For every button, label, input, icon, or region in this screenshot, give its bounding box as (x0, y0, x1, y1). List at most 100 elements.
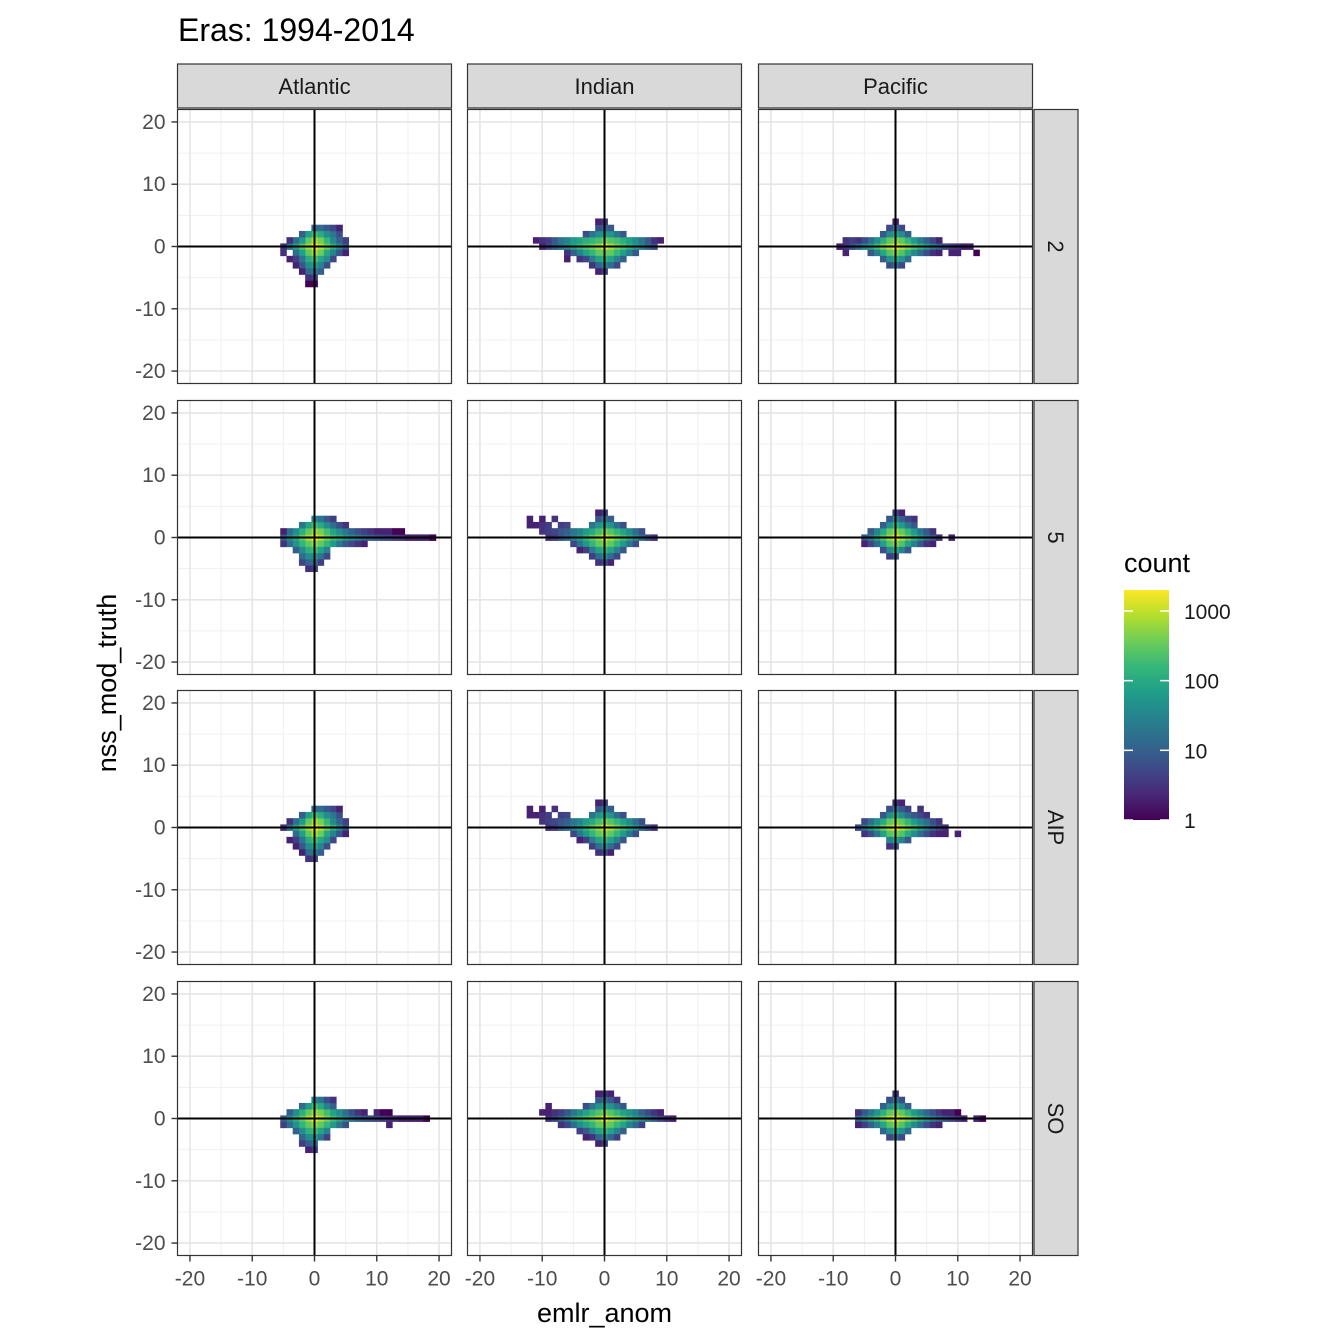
heatmap-bin (911, 249, 918, 257)
heatmap-bin (638, 237, 646, 244)
heatmap-bin (613, 262, 621, 269)
heatmap-bin (298, 818, 306, 825)
axes: -20 -10 0 10 20 -20 -10 0 10 20 -20 -10 0 10 20 -20 -10 0… (135, 111, 1032, 1291)
heatmap-bin (904, 255, 912, 263)
heatmap-bin (576, 1121, 584, 1129)
y-tick-label: -20 (135, 941, 165, 964)
heatmap-bin (595, 1096, 602, 1104)
heatmap-bin (323, 830, 331, 838)
heatmap-bin (620, 818, 627, 825)
heatmap-bin (286, 1109, 294, 1116)
heatmap-bin (613, 830, 621, 838)
heatmap-bin (576, 540, 584, 548)
heatmap-bin (855, 1109, 862, 1116)
heatmap-bin (867, 1109, 875, 1116)
heatmap-bin (286, 818, 294, 825)
heatmap-bin (576, 1127, 584, 1135)
heatmap-bin (576, 1109, 584, 1116)
heatmap-bin (317, 224, 325, 232)
heatmap-bin (917, 818, 924, 825)
heatmap-bin (607, 836, 615, 844)
heatmap-bin (576, 818, 584, 825)
heatmap-bin (613, 540, 621, 548)
heatmap-bin (607, 515, 615, 523)
heatmap-bin (595, 849, 602, 856)
heatmap-bin (317, 237, 325, 244)
heatmap-bin (336, 540, 343, 548)
heatmap-bin (595, 799, 602, 807)
heatmap-bin (305, 1121, 312, 1129)
heatmap-bin (657, 237, 664, 244)
heatmap-bin (886, 262, 893, 269)
heatmap-bin (570, 237, 577, 244)
heatmap-bin (298, 1134, 306, 1141)
heatmap-bin (898, 521, 906, 529)
heatmap-bin (280, 1121, 287, 1129)
heatmap-bin (911, 540, 918, 548)
heatmap-bin (904, 521, 912, 529)
facet-panel-indian-2 (466, 108, 743, 385)
heatmap-bin (879, 249, 887, 257)
heatmap-bin (620, 249, 627, 257)
heatmap-bin (886, 843, 893, 850)
heatmap-bin (898, 811, 906, 819)
heatmap-bin (582, 1134, 590, 1141)
heatmap-bin (570, 249, 577, 257)
heatmap-bin (545, 528, 552, 535)
heatmap-bin (935, 830, 943, 838)
x-tick-label: 0 (599, 1268, 611, 1291)
heatmap-bin (886, 528, 893, 535)
heatmap-bin (595, 218, 602, 226)
heatmap-bin (613, 811, 621, 819)
heatmap-bin (551, 818, 559, 825)
heatmap-bin (545, 1109, 552, 1116)
heatmap-bin (923, 811, 931, 819)
heatmap-bin (551, 805, 559, 813)
heatmap-bin (595, 224, 602, 232)
heatmap-bin (373, 528, 381, 535)
heatmap-bin (330, 1109, 337, 1116)
heatmap-bin (898, 224, 906, 232)
heatmap-bin (305, 811, 312, 819)
heatmap-bin (292, 528, 300, 535)
heatmap-bin (361, 540, 368, 548)
heatmap-bin (336, 818, 343, 825)
heatmap-bin (898, 1109, 906, 1116)
heatmap-bin (323, 1096, 331, 1104)
heatmap-bin (842, 237, 850, 244)
heatmap-bin (588, 521, 596, 529)
heatmap-bin (330, 249, 337, 257)
heatmap-bin (317, 249, 325, 257)
heatmap-bin (626, 237, 633, 244)
legend-break-label: 1 (1184, 810, 1196, 833)
heatmap-bin (292, 540, 300, 548)
heatmap-bin (286, 237, 294, 244)
y-tick-label: 10 (142, 464, 165, 487)
legend-colorbar (1124, 590, 1169, 820)
x-tick-label: 20 (1008, 1268, 1031, 1291)
strip-label-2: 2 (1043, 240, 1068, 252)
heatmap-bin (904, 811, 912, 819)
heatmap-bin (879, 521, 887, 529)
heatmap-bin (607, 818, 615, 825)
heatmap-bin (386, 1121, 393, 1129)
heatmap-bin (898, 1134, 906, 1141)
heatmap-bin (336, 521, 343, 529)
heatmap-bin (330, 1102, 337, 1110)
heatmap-bin (588, 1127, 596, 1135)
heatmap-bin (898, 1096, 906, 1104)
heatmap-bin (588, 540, 596, 548)
heatmap-bin (904, 1102, 912, 1110)
heatmap-bin (292, 1127, 300, 1135)
heatmap-bin (342, 1109, 350, 1116)
strip-row-2 (1033, 108, 1079, 385)
heatmap-bin (298, 230, 306, 238)
heatmap-bin (298, 255, 306, 263)
heatmap-bin (348, 528, 356, 535)
facet-strips: Atlantic Indian Pacific 2 5 AIP SO (176, 63, 1079, 1257)
heatmap-bin (898, 249, 906, 257)
heatmap-bin (317, 528, 325, 535)
heatmap-bin (286, 836, 294, 844)
heatmap-bin (595, 1102, 602, 1110)
heatmap-bin (917, 1121, 924, 1129)
